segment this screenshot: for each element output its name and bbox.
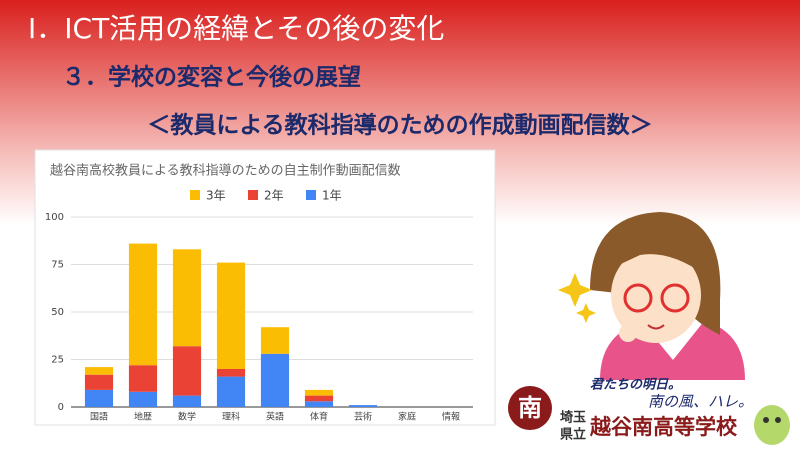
bar-segment bbox=[348, 405, 378, 407]
bar-segment bbox=[260, 353, 290, 407]
x-tick-label: 数学 bbox=[178, 411, 196, 423]
bar-segment bbox=[304, 401, 334, 407]
bar-segment bbox=[128, 243, 158, 366]
bar-segment bbox=[172, 395, 202, 407]
bar-segment bbox=[172, 346, 202, 396]
legend-swatch bbox=[306, 190, 316, 200]
bar-segment bbox=[304, 389, 334, 396]
x-tick-label: 地歴 bbox=[134, 411, 152, 423]
bar-segment bbox=[128, 365, 158, 392]
bar-segment bbox=[216, 369, 246, 377]
slogan: 君たちの明日。 bbox=[590, 378, 681, 393]
section-title: ３．学校の変容と今後の展望 bbox=[62, 64, 361, 91]
bar-segment bbox=[260, 327, 290, 354]
legend-swatch bbox=[248, 190, 258, 200]
bar-segment bbox=[128, 391, 158, 407]
slide-title: Ⅰ．ICT活用の経緯とその後の変化 bbox=[28, 12, 444, 45]
x-tick-label: 情報 bbox=[442, 411, 460, 423]
x-tick-label: 英語 bbox=[266, 411, 284, 423]
pref-text: 埼玉 bbox=[560, 410, 586, 426]
crest-text: 南 bbox=[518, 394, 542, 422]
x-tick-label: 体育 bbox=[310, 411, 328, 423]
y-tick-label: 0 bbox=[58, 402, 64, 413]
y-tick-label: 50 bbox=[51, 307, 64, 318]
y-tick-label: 75 bbox=[51, 260, 64, 271]
x-tick-label: 国語 bbox=[90, 412, 108, 423]
legend-label: 2年 bbox=[264, 189, 284, 203]
bar-segment bbox=[84, 374, 114, 390]
slogan: 南の風、ハレ。 bbox=[648, 393, 753, 411]
bar-segment bbox=[216, 262, 246, 369]
bar-segment bbox=[172, 249, 202, 347]
school-name: 越谷南高等学校 bbox=[589, 415, 738, 439]
character-illustration bbox=[558, 212, 745, 380]
subtitle: ＜教員による教科指導のための作成動画配信数＞ bbox=[147, 112, 652, 139]
bar-segment bbox=[84, 367, 114, 375]
chart-title: 越谷南高校教員による教科指導のための自主制作動画配信数 bbox=[50, 163, 401, 179]
x-tick-label: 理科 bbox=[222, 411, 240, 423]
x-tick-label: 家庭 bbox=[398, 411, 416, 423]
school-logo: 南 君たちの明日。 南の風、ハレ。 埼玉 県立 越谷南高等学校 bbox=[508, 378, 790, 445]
bar-segment bbox=[84, 389, 114, 407]
legend-swatch bbox=[190, 190, 200, 200]
kenritsu-text: 県立 bbox=[560, 427, 586, 443]
bar-segment bbox=[216, 376, 246, 407]
x-tick-label: 芸術 bbox=[354, 411, 372, 423]
legend-label: 3年 bbox=[206, 189, 226, 203]
bar-segment bbox=[304, 395, 334, 402]
legend-label: 1年 bbox=[322, 189, 342, 203]
y-tick-label: 25 bbox=[51, 355, 64, 366]
y-tick-label: 100 bbox=[45, 212, 64, 223]
